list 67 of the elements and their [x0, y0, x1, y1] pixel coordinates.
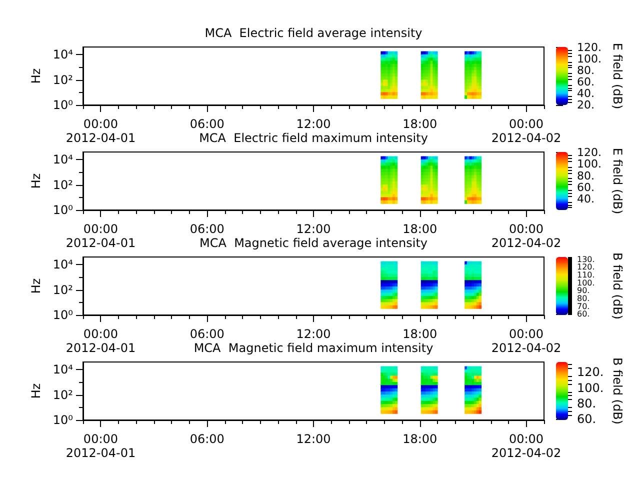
x-tick-label: 12:00: [296, 327, 331, 341]
color-bar-label: 60.: [577, 76, 594, 89]
color-bar-label: 40.: [577, 87, 594, 100]
x-tick-label: 06:00: [190, 222, 224, 236]
color-bar-label: 120.: [577, 41, 602, 54]
color-bar-title: E field (dB): [610, 42, 625, 110]
y-tick-label: 10²: [52, 178, 74, 192]
y-tick-label: 10²: [52, 282, 74, 297]
color-bar-label: 100.: [577, 380, 604, 395]
color-bar-label: 80.: [577, 294, 590, 304]
chart-title: MCA Magnetic field maximum intensity: [194, 341, 434, 355]
x-tick-label: 18:00: [402, 432, 438, 446]
color-bar-label: 80.: [577, 169, 594, 182]
x-tick-label: 18:00: [402, 222, 438, 236]
y-axis-title: Hz: [29, 278, 43, 294]
color-bar-label: 90.: [577, 286, 590, 296]
chart-title: MCA Magnetic field average intensity: [199, 236, 428, 250]
color-bar-label: 100.: [577, 158, 602, 171]
y-tick-label: 10⁴: [52, 258, 74, 272]
color-bar-label: 60.: [577, 180, 594, 194]
color-bar-title: B field (dB): [610, 358, 625, 424]
color-bar-label: 120.: [577, 365, 604, 380]
y-tick-label: 10⁰: [52, 413, 74, 427]
x-tick-label: 00:00 2012-04-01: [66, 327, 136, 355]
x-tick-label: 00:00 2012-04-02: [491, 327, 562, 355]
chart-title: MCA Electric field maximum intensity: [199, 131, 428, 145]
x-tick-label: 00:00 2012-04-01: [66, 222, 136, 250]
y-axis-title: Hz: [29, 173, 43, 189]
x-tick-label: 06:00: [190, 117, 224, 131]
y-axis-title: Hz: [29, 68, 43, 84]
color-bar-label: 130.: [577, 254, 595, 264]
y-axis-title: Hz: [29, 383, 43, 399]
x-tick-label: 00:00 2012-04-02: [491, 117, 562, 145]
x-tick-label: 18:00: [402, 327, 438, 341]
x-tick-label: 00:00 2012-04-02: [491, 222, 562, 250]
color-bar-label: 80.: [577, 64, 594, 78]
y-tick-label: 10⁴: [52, 48, 74, 62]
chart-title: MCA Electric field average intensity: [204, 26, 422, 40]
x-tick-label: 06:00: [190, 327, 224, 341]
x-tick-label: 18:00: [402, 117, 438, 131]
color-bar-label: 100.: [577, 278, 595, 288]
color-bar-label: 40.: [577, 192, 594, 206]
color-bar-title: E field (dB): [610, 148, 625, 214]
color-bar-label: 70.: [577, 302, 590, 311]
y-tick-label: 10⁴: [52, 362, 74, 377]
x-tick-label: 00:00 2012-04-01: [66, 432, 136, 460]
color-bar-label: 110.: [577, 270, 595, 280]
y-tick-label: 10⁰: [52, 98, 74, 112]
color-bar-label: 120.: [577, 146, 602, 160]
y-tick-label: 10⁴: [52, 152, 74, 167]
x-tick-label: 12:00: [296, 117, 331, 131]
x-tick-label: 06:00: [190, 432, 224, 446]
y-tick-label: 10⁰: [52, 203, 74, 217]
color-bar-label: 60.: [577, 310, 590, 319]
color-bar-label: 60.: [577, 412, 596, 426]
y-tick-label: 10²: [52, 388, 74, 402]
x-tick-label: 00:00 2012-04-02: [491, 432, 562, 460]
color-bar-label: 120.: [577, 262, 595, 272]
color-bar-title: B field (dB): [610, 252, 625, 320]
y-tick-label: 10⁰: [52, 308, 74, 322]
color-bar-label: 80.: [577, 396, 596, 411]
x-tick-label: 12:00: [296, 432, 331, 446]
color-bar-label: 20.: [577, 98, 594, 112]
x-tick-label: 00:00 2012-04-01: [66, 117, 136, 145]
color-bar-label: 100.: [577, 52, 602, 66]
y-tick-label: 10²: [52, 72, 74, 87]
x-tick-label: 12:00: [296, 222, 331, 236]
